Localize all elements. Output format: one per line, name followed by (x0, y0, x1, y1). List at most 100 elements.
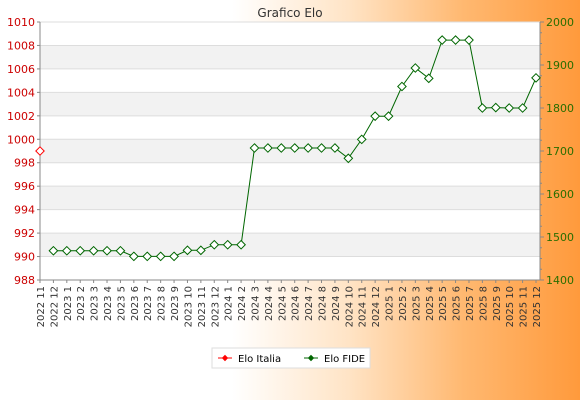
legend-swatch-marker (221, 354, 229, 362)
x-tick-label: 2025 1 (385, 286, 396, 321)
left-tick-label: 1002 (7, 110, 35, 123)
data-point-elo-fide (397, 81, 407, 92)
data-point-elo-fide (102, 245, 112, 256)
left-tick-label: 1000 (7, 133, 35, 146)
data-point-elo-fide (249, 143, 260, 153)
data-point-elo-fide (423, 73, 434, 84)
legend-box (211, 347, 371, 369)
data-point-elo-fide (490, 102, 501, 113)
x-tick-label: 2025 12 (532, 286, 543, 327)
legend: Elo Italia Elo FIDE (211, 347, 371, 369)
x-tick-label: 2024 10 (344, 286, 355, 327)
left-tick-label: 1006 (7, 63, 35, 76)
right-tick-label: 1600 (546, 188, 574, 201)
data-point-elo-fide (410, 63, 421, 73)
x-tick-label: 2025 2 (398, 286, 409, 321)
x-tick-label: 2024 2 (237, 286, 248, 321)
x-tick-label: 2023 9 (170, 286, 181, 321)
data-point-elo-fide (517, 103, 528, 113)
left-tick-label: 998 (14, 157, 35, 170)
data-point-elo-fide (142, 251, 153, 262)
x-tick-label: 2023 2 (76, 286, 87, 321)
data-point-elo-fide (504, 103, 515, 113)
right-tick-label: 1800 (546, 102, 574, 115)
x-tick-label: 2023 8 (157, 286, 168, 321)
chart-title: Grafico Elo (257, 6, 322, 20)
grid-band (40, 92, 540, 116)
data-point-elo-fide (128, 251, 139, 262)
x-tick-label: 2023 4 (103, 286, 114, 321)
data-point-elo-fide (289, 143, 300, 153)
left-tick-label: 1008 (7, 39, 35, 52)
data-point-elo-fide (464, 35, 474, 45)
left-tick-label: 1004 (7, 86, 35, 99)
x-tick-label: 2025 7 (465, 286, 476, 321)
x-tick-label: 2025 4 (425, 286, 436, 321)
x-tick-label: 2024 8 (318, 286, 329, 321)
x-tick-label: 2024 7 (304, 286, 315, 321)
x-tick-label: 2025 9 (492, 286, 503, 321)
left-tick-label: 1010 (7, 16, 35, 29)
x-tick-label: 2025 10 (505, 286, 516, 327)
x-tick-label: 2025 5 (438, 286, 449, 321)
right-axis-ticks: 1400 1500 1600 1700 1800 1900 2000 (540, 16, 574, 287)
grid-lines (40, 21, 540, 281)
left-tick-label: 988 (14, 274, 35, 287)
x-tick-label: 2022 11 (36, 286, 47, 327)
x-tick-label: 2025 3 (411, 286, 422, 321)
x-tick-label: 2024 1 (224, 286, 235, 321)
right-tick-label: 2000 (546, 16, 574, 29)
left-tick-label: 990 (14, 251, 35, 264)
grid-band (40, 139, 540, 163)
left-axis-ticks: 988 990 992 994 996 998 1000 1002 1004 1006 1008 10… (7, 16, 40, 287)
left-tick-label: 994 (14, 204, 35, 217)
data-point-elo-fide (316, 143, 327, 153)
series-points (35, 35, 541, 262)
data-point-elo-fide (383, 111, 394, 122)
grid-band (40, 233, 540, 257)
x-tick-label: 2023 1 (63, 286, 74, 321)
data-point-elo-fide (236, 239, 246, 250)
x-tick-label: 2025 11 (519, 286, 530, 327)
data-point-elo-fide (356, 134, 367, 145)
data-point-elo-italia (35, 146, 45, 156)
data-point-elo-fide (370, 111, 381, 122)
data-point-elo-fide (88, 245, 99, 256)
data-point-elo-fide (222, 239, 233, 250)
data-point-elo-fide (209, 239, 220, 250)
x-tick-label: 2023 5 (116, 286, 127, 321)
data-point-elo-fide (276, 143, 287, 153)
data-point-elo-fide (195, 245, 206, 256)
grid-band (40, 186, 540, 210)
x-tick-label: 2024 11 (358, 286, 369, 327)
grid-band (40, 45, 540, 69)
x-tick-label: 2024 12 (371, 286, 382, 327)
data-point-elo-fide (169, 251, 179, 262)
x-tick-label: 2024 6 (291, 286, 302, 321)
right-tick-label: 1700 (546, 145, 574, 158)
left-tick-label: 992 (14, 227, 35, 240)
data-point-elo-fide (450, 35, 461, 45)
data-point-elo-fide (155, 251, 166, 262)
x-tick-label: 2022 12 (49, 286, 60, 327)
x-tick-label: 2025 8 (478, 286, 489, 321)
data-point-elo-fide (75, 245, 86, 256)
x-tick-label: 2023 10 (183, 286, 194, 327)
legend-label: Elo FIDE (324, 354, 365, 365)
data-point-elo-fide (262, 143, 273, 153)
x-tick-label: 2023 7 (143, 286, 154, 321)
data-point-elo-fide (330, 143, 340, 153)
data-point-elo-fide (477, 103, 488, 113)
legend-swatch-marker (307, 354, 315, 362)
right-tick-label: 1900 (546, 59, 574, 72)
x-tick-label: 2025 6 (452, 286, 463, 321)
x-tick-label: 2023 6 (130, 286, 141, 321)
data-point-elo-fide (303, 143, 314, 153)
right-tick-label: 1400 (546, 274, 574, 287)
x-axis-ticks: 2022 11 2022 12 2023 1 2023 2 2023 3 2023 4 20… (36, 280, 543, 327)
x-tick-label: 2024 9 (331, 286, 342, 321)
x-tick-label: 2023 3 (90, 286, 101, 321)
data-point-elo-fide (437, 35, 448, 45)
